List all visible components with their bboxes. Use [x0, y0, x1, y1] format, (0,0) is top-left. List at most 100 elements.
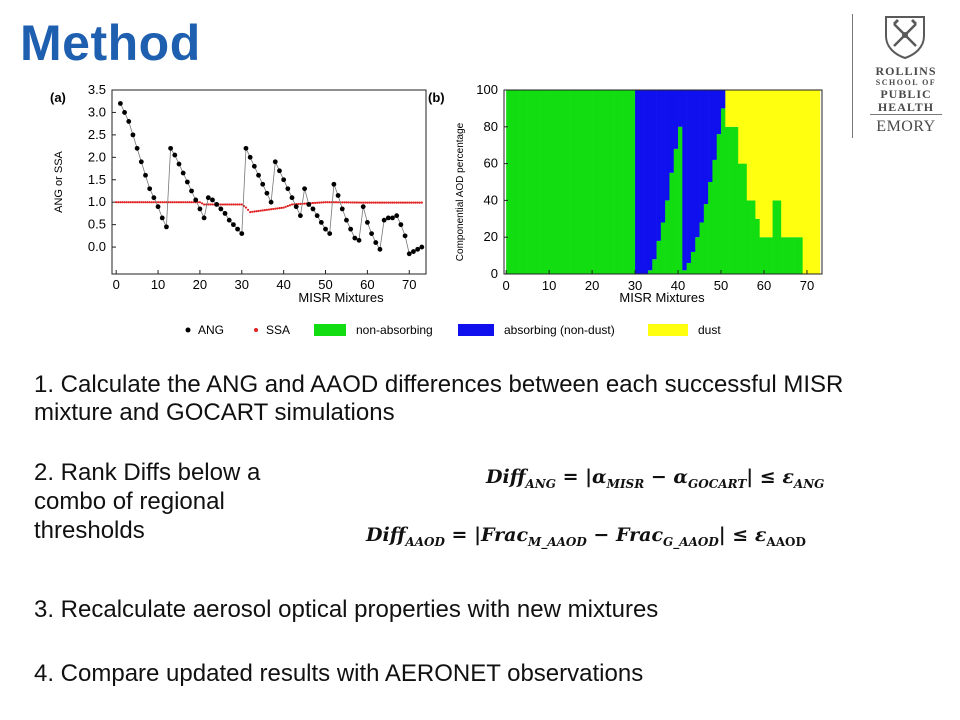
eq2-frac-g-sub: G_AAOD	[663, 534, 719, 549]
bar-dust	[733, 90, 739, 127]
bar-dust	[738, 90, 743, 164]
ang-point	[411, 249, 416, 254]
bar-non-absorbing	[540, 90, 546, 274]
ssa-point	[265, 208, 269, 211]
ang-point	[264, 190, 270, 196]
figure: (a) MISR Mixtures ANG or SSA 0 10 20 30 40 50…	[40, 80, 840, 342]
ang-point	[164, 224, 169, 230]
ang-point	[126, 119, 132, 124]
ssa-point	[261, 209, 264, 212]
bar-absorbing	[656, 90, 662, 241]
bar-dust	[763, 90, 769, 238]
bar-non-absorbing	[553, 90, 559, 274]
eq1-lhs: Diff	[486, 466, 526, 488]
bar-non-absorbing	[549, 90, 554, 274]
panel-b-xtick-label: 60	[757, 278, 771, 293]
bar-non-absorbing	[531, 90, 537, 274]
ang-point	[281, 177, 287, 183]
ang-point	[314, 213, 320, 219]
ang-point	[377, 246, 383, 252]
legend-ang-marker	[185, 327, 191, 333]
bar-non-absorbing	[776, 200, 782, 274]
bar-absorbing	[643, 90, 649, 274]
ang-point	[356, 237, 362, 243]
bar-non-absorbing	[789, 237, 795, 274]
ssa-point	[198, 201, 202, 204]
bar-non-absorbing	[587, 90, 593, 274]
ssa-point	[207, 203, 210, 206]
ang-point	[205, 195, 211, 201]
ang-point	[268, 199, 274, 205]
ang-point	[184, 179, 190, 185]
ssa-point	[171, 201, 174, 204]
bar-non-absorbing	[527, 90, 533, 274]
bar-non-absorbing	[781, 237, 786, 274]
bar-non-absorbing	[768, 237, 773, 274]
ssa-point	[349, 201, 352, 204]
bar-non-absorbing	[626, 90, 632, 274]
ssa-point	[115, 201, 118, 204]
bar-dust	[759, 90, 765, 238]
panel-b-xtick-label: 70	[800, 278, 814, 293]
bar-non-absorbing	[721, 108, 726, 275]
bar-non-absorbing	[759, 237, 765, 274]
bar-non-absorbing	[652, 259, 657, 274]
ssa-point	[311, 201, 315, 205]
ssa-point	[364, 201, 367, 204]
bar-absorbing	[652, 90, 657, 260]
bar-non-absorbing	[506, 90, 511, 274]
bar-non-absorbing	[772, 200, 778, 274]
bar-dust	[798, 90, 803, 238]
bar-non-absorbing	[678, 126, 683, 274]
bar-non-absorbing	[617, 90, 623, 274]
ssa-point	[142, 201, 145, 204]
panel-b-chart: (b) MISR Mixtures Componential AOD perce…	[428, 82, 823, 305]
bar-dust	[772, 90, 778, 201]
ang-point	[226, 217, 232, 223]
ang-point	[419, 244, 425, 250]
bar-non-absorbing	[630, 90, 636, 274]
ssa-point	[209, 203, 212, 206]
bar-non-absorbing	[669, 172, 675, 274]
step-1-text: 1. Calculate the ANG and AAOD difference…	[34, 371, 844, 426]
bar-non-absorbing	[763, 237, 769, 274]
bar-absorbing	[639, 90, 644, 274]
panel-b-ytick-label: 80	[484, 119, 498, 134]
ang-point	[394, 213, 400, 219]
bar-non-absorbing	[725, 126, 730, 274]
bar-dust	[746, 90, 752, 201]
bar-non-absorbing	[596, 90, 601, 274]
legend-absorbing-label: absorbing (non-dust)	[504, 323, 615, 337]
ssa-point	[219, 203, 222, 206]
ang-point	[373, 240, 379, 245]
ang-point	[348, 226, 354, 232]
ang-point	[122, 110, 127, 115]
ssa-point	[133, 201, 137, 204]
ang-point	[398, 222, 404, 228]
bar-non-absorbing	[695, 237, 700, 274]
ssa-point	[131, 201, 135, 204]
bar-non-absorbing	[746, 200, 752, 274]
bar-dust	[789, 90, 795, 238]
ssa-point	[184, 201, 187, 204]
ssa-point	[401, 201, 405, 204]
panel-b-ytick-label: 40	[484, 192, 498, 207]
ssa-point	[374, 201, 377, 204]
panel-a-xlabel: MISR Mixtures	[298, 290, 384, 305]
ang-point	[159, 215, 165, 221]
eq1-alpha-misr-sub: MISR	[606, 476, 645, 491]
eq1-lhs-sub: ANG	[525, 476, 556, 491]
slide-title: Method	[20, 15, 201, 71]
panel-a-ytick-label: 1.5	[88, 172, 106, 187]
ang-point	[176, 161, 182, 167]
ang-point	[381, 217, 387, 223]
eq1-alpha-gocart: α	[673, 466, 688, 488]
panel-a-xtick-label: 10	[151, 277, 165, 292]
ang-point	[277, 168, 282, 174]
panel-a-chart: (a) MISR Mixtures ANG or SSA 0 10 20 30 40 50…	[50, 82, 427, 305]
eq2-epsilon: ε	[754, 524, 767, 546]
bar-dust	[755, 90, 760, 219]
ang-point	[390, 215, 395, 221]
bar-non-absorbing	[579, 90, 584, 274]
equation-diff-ang: DiffANG = |αMISR − αGOCART| ≤ εANG	[486, 466, 825, 491]
